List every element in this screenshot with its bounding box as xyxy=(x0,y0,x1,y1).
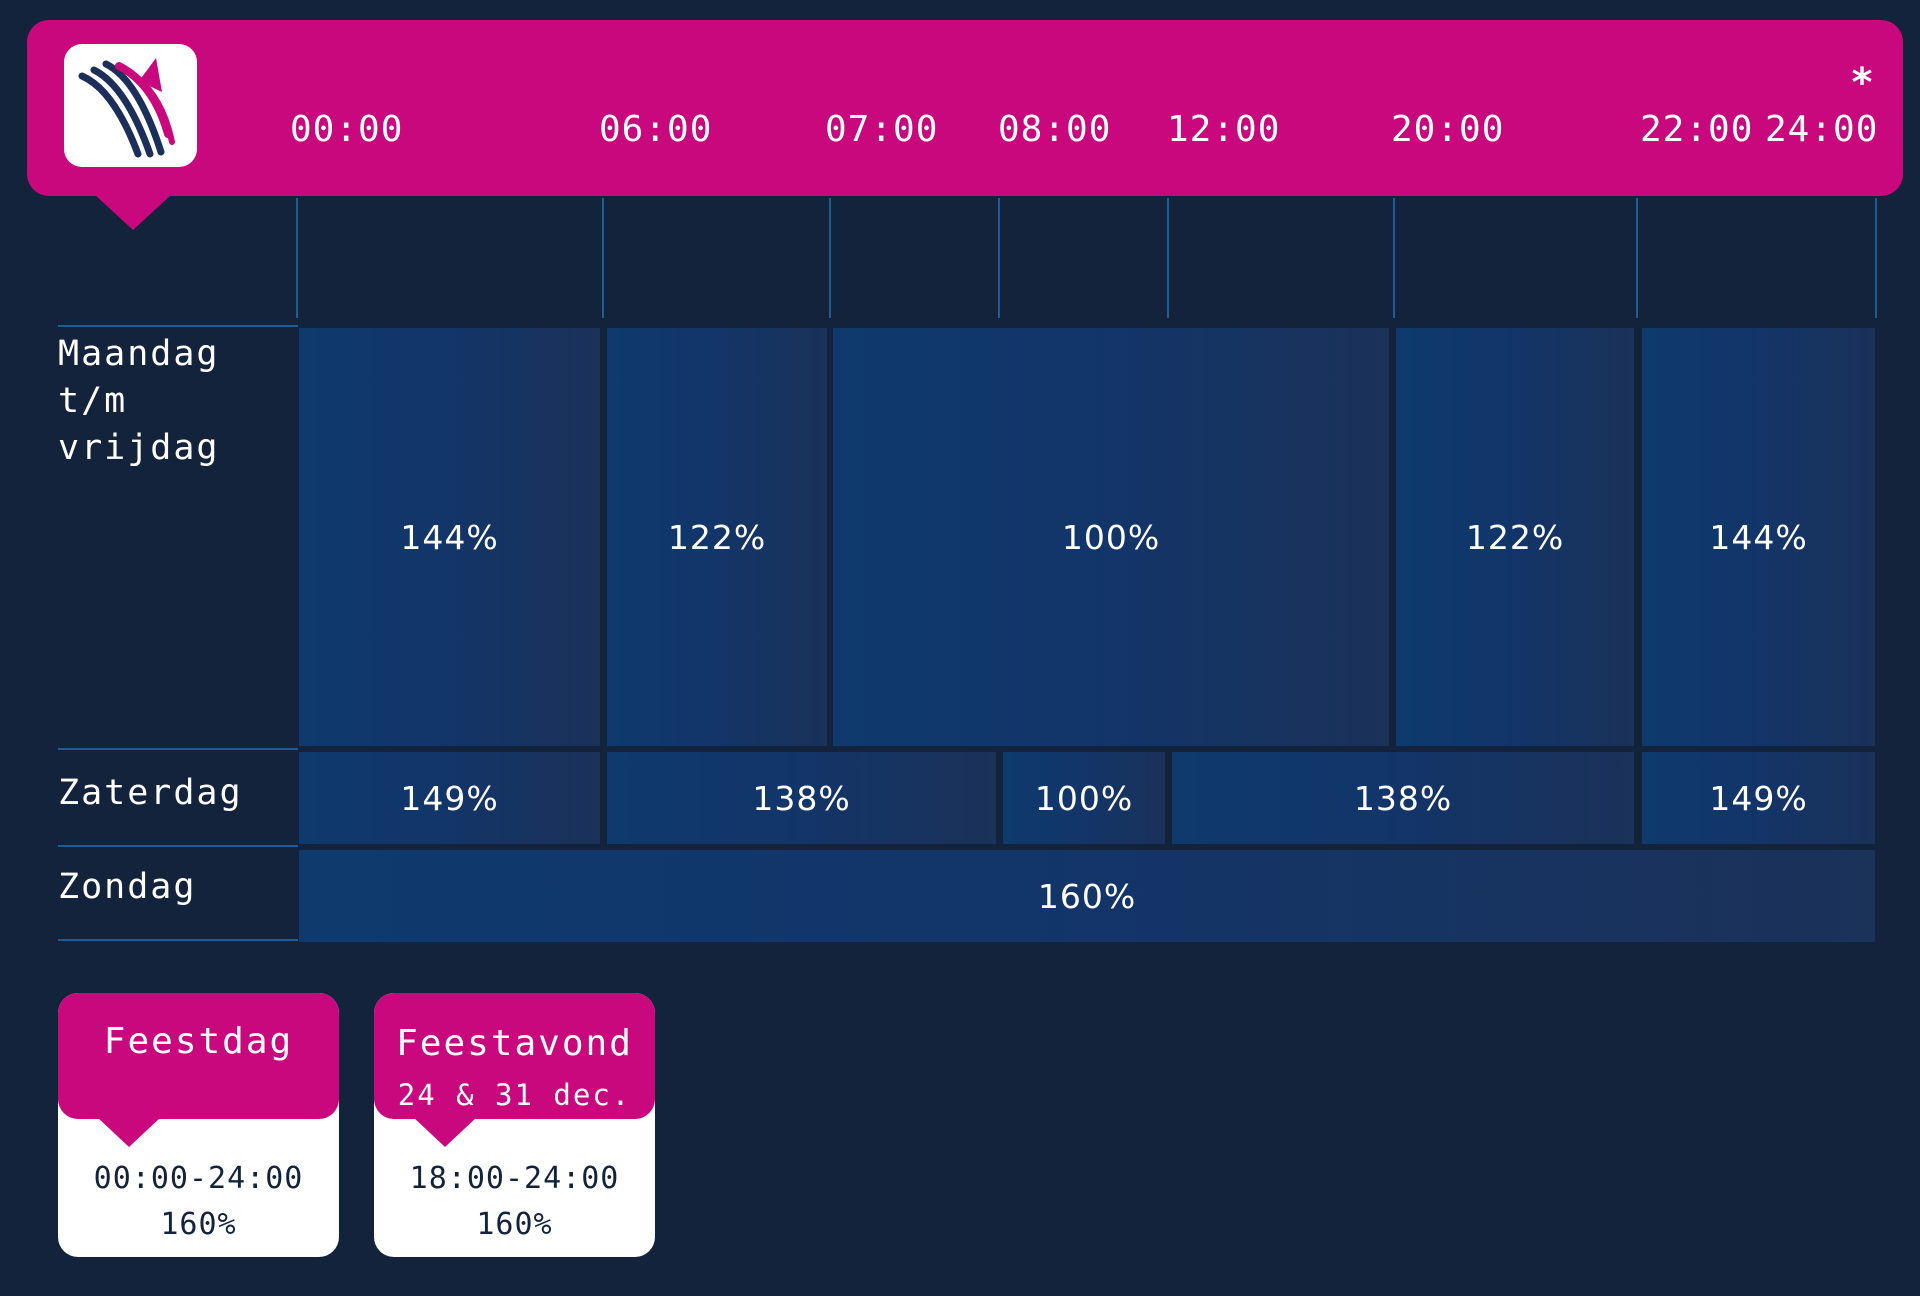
time-label-0800: 08:00 xyxy=(998,109,1112,150)
cell-weekday-2000-2200: 122% xyxy=(1396,328,1634,746)
row-line-bottom xyxy=(58,939,298,941)
cell-saturday-0600-0800: 138% xyxy=(607,752,996,844)
card-feestdag: Feestdag 00:00-24:00 160% xyxy=(58,993,339,1257)
card-feestavond-value: 160% xyxy=(476,1207,553,1242)
cell-saturday-2200-2400: 149% xyxy=(1642,752,1875,844)
cell-sunday-0000-2400: 160% xyxy=(299,850,1875,942)
cell-weekday-0000-0600: 144% xyxy=(299,328,600,746)
day-label-weekday: Maandag t/m vrijdag xyxy=(58,334,220,468)
tick-0700 xyxy=(829,198,831,318)
time-label-0700: 07:00 xyxy=(825,109,939,150)
card-feestdag-pointer xyxy=(97,1117,161,1147)
time-label-2000: 20:00 xyxy=(1391,109,1505,150)
tick-2200 xyxy=(1636,198,1638,318)
day-label-saturday: Zaterdag xyxy=(58,773,243,813)
card-feestavond-pointer xyxy=(413,1117,477,1147)
tick-2400 xyxy=(1875,198,1877,318)
time-label-0000: 00:00 xyxy=(290,109,404,150)
card-feestavond-title: Feestavond xyxy=(396,1023,633,1064)
card-feestdag-header xyxy=(58,993,339,1119)
card-feestavond-subtitle: 24 & 31 dec. xyxy=(397,1078,632,1112)
time-label-1200: 12:00 xyxy=(1167,109,1281,150)
card-feestdag-title: Feestdag xyxy=(103,1021,294,1062)
card-feestdag-time: 00:00-24:00 xyxy=(93,1161,304,1196)
time-label-0600: 06:00 xyxy=(599,109,713,150)
card-feestavond-time: 18:00-24:00 xyxy=(409,1161,620,1196)
footnote-asterisk: * xyxy=(1850,60,1875,106)
cell-weekday-0700-2000: 100% xyxy=(833,328,1389,746)
tick-2000 xyxy=(1393,198,1395,318)
tick-0000 xyxy=(296,198,298,318)
day-label-sunday: Zondag xyxy=(58,867,197,907)
row-line-sunday-top xyxy=(58,845,298,847)
cell-weekday-0600-0700: 122% xyxy=(607,328,827,746)
row-line-saturday-top xyxy=(58,748,298,750)
time-label-2200: 22:00 xyxy=(1640,109,1754,150)
card-feestavond-header xyxy=(374,993,655,1119)
header-pointer xyxy=(94,194,172,230)
cell-saturday-0000-0600: 149% xyxy=(299,752,600,844)
tick-1200 xyxy=(1167,198,1169,318)
flag-stripes-icon xyxy=(78,58,175,158)
time-label-2400: 24:00 xyxy=(1765,109,1879,150)
brand-logo-icon xyxy=(64,44,197,167)
card-feestavond: Feestavond 24 & 31 dec. 18:00-24:00 160% xyxy=(374,993,655,1257)
cell-weekday-2200-2400: 144% xyxy=(1642,328,1875,746)
cell-saturday-0800-1200: 100% xyxy=(1003,752,1165,844)
card-feestdag-value: 160% xyxy=(160,1207,237,1242)
timeline-header xyxy=(27,20,1903,196)
cell-saturday-1200-2200: 138% xyxy=(1172,752,1634,844)
row-line-weekday-top xyxy=(58,325,298,327)
tick-0800 xyxy=(998,198,1000,318)
tick-0600 xyxy=(602,198,604,318)
